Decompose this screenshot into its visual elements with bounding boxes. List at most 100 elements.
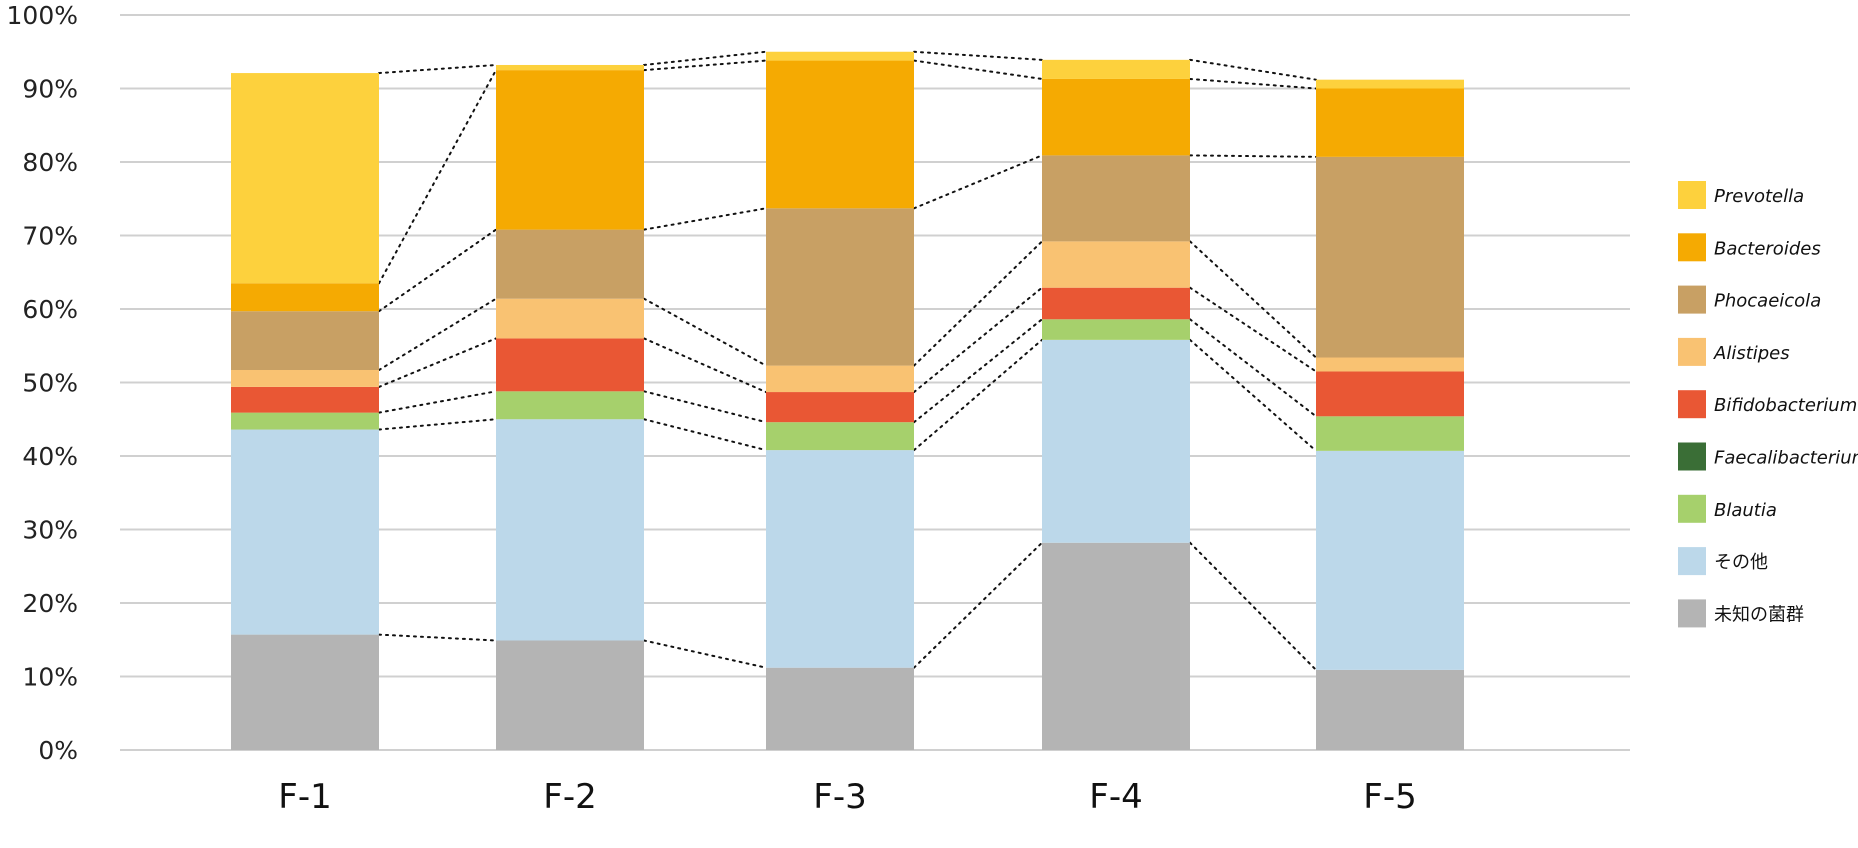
connector-line-Bacteroides-3	[1189, 77, 1317, 90]
y-tick-label: 70%	[22, 222, 78, 251]
connector-line-Bifidobacterium-0	[378, 337, 497, 388]
bar-segment-F-1-Blautia	[231, 412, 379, 430]
bar-segment-F-2-Blautia	[496, 391, 644, 420]
y-tick-label: 30%	[22, 516, 78, 545]
bar-segment-F-1-未知の菌群	[231, 634, 379, 750]
bar-segment-F-3-Alistipes	[766, 365, 914, 393]
y-tick-label: 80%	[22, 148, 78, 177]
y-tick-label: 10%	[22, 663, 78, 692]
legend-label: Phocaeicola	[1714, 291, 1821, 312]
connector-line-Bacteroides-2	[913, 59, 1043, 80]
bar-segment-F-5-Phocaeicola	[1316, 156, 1464, 358]
bar-segment-F-3-Blautia	[766, 422, 914, 451]
y-tick-label: 40%	[22, 442, 78, 471]
connector-line-Blautia-3	[1189, 318, 1317, 418]
legend-label: Bacteroides	[1714, 238, 1821, 259]
legend-swatch	[1678, 390, 1706, 419]
bar-segment-F-4-その他	[1042, 339, 1190, 543]
bar-segment-F-2-Prevotella	[496, 64, 644, 71]
bar-segment-F-1-Bacteroides	[231, 283, 379, 312]
connector-line-Phocaeicola-3	[1189, 154, 1317, 158]
bar-segment-F-4-Prevotella	[1042, 59, 1190, 79]
bar-segment-F-5-Bifidobacterium	[1316, 371, 1464, 417]
bar-segment-F-5-未知の菌群	[1316, 669, 1464, 750]
y-axis-ticks: 0% 10% 20% 30% 40% 50% 60% 70% 80% 90% 100%	[7, 1, 78, 765]
bar-segment-F-1-Bifidobacterium	[231, 386, 379, 413]
legend-swatch	[1678, 181, 1706, 209]
y-tick-label: 100%	[7, 1, 78, 30]
connector-line-Bacteroides-0	[378, 69, 497, 285]
bar-segment-F-2-Bacteroides	[496, 70, 644, 230]
connector-line-Prevotella-0	[378, 63, 497, 75]
bar-segment-F-4-Blautia	[1042, 319, 1190, 340]
y-tick-label: 0%	[38, 736, 78, 765]
legend-label: Alistipes	[1713, 343, 1790, 364]
y-tick-label: 90%	[22, 75, 78, 104]
legend-swatch	[1678, 547, 1706, 576]
bar-segment-F-1-その他	[231, 429, 379, 635]
connector-line-Phocaeicola-0	[378, 228, 497, 313]
connector-line-Alistipes-0	[378, 297, 497, 372]
connector-lines	[378, 50, 1317, 671]
bar-segment-F-1-Phocaeicola	[231, 311, 379, 371]
bar-segment-F-4-Alistipes	[1042, 241, 1190, 288]
legend-swatch	[1678, 442, 1706, 471]
x-axis-ticks: F-1 F-2 F-3 F-4 F-5	[278, 777, 1416, 817]
connector-line-Bifidobacterium-3	[1189, 286, 1317, 373]
bar-segment-F-3-未知の菌群	[766, 667, 914, 750]
y-tick-label: 20%	[22, 589, 78, 618]
x-tick-label: F-2	[543, 777, 596, 817]
bar-segment-F-4-Bacteroides	[1042, 78, 1190, 156]
connector-line-Alistipes-2	[913, 240, 1043, 367]
bar-segment-F-3-Bifidobacterium	[766, 392, 914, 423]
legend-label: Faecalibacterium	[1714, 448, 1858, 469]
connector-line-Alistipes-1	[643, 297, 767, 367]
connector-line-Alistipes-3	[1189, 240, 1317, 359]
x-tick-label: F-5	[1363, 777, 1416, 817]
bar-segment-F-5-Bacteroides	[1316, 88, 1464, 157]
bar-segment-F-5-Alistipes	[1316, 357, 1464, 372]
legend-swatch	[1678, 599, 1706, 628]
x-tick-label: F-1	[278, 777, 331, 817]
connector-line-未知の菌群-2	[913, 541, 1043, 669]
legend-label: その他	[1714, 552, 1768, 573]
connector-line-Bacteroides-1	[643, 59, 767, 72]
connector-line-Bifidobacterium-2	[913, 286, 1043, 394]
y-tick-label: 60%	[22, 295, 78, 324]
bar-segment-F-2-Phocaeicola	[496, 229, 644, 299]
bar-segment-F-4-未知の菌群	[1042, 542, 1190, 750]
bar-segment-F-1-Prevotella	[231, 73, 379, 284]
legend-label: 未知の菌群	[1714, 604, 1804, 625]
legend-swatch	[1678, 233, 1706, 262]
bar-segment-F-3-Prevotella	[766, 51, 914, 61]
connector-line-Phocaeicola-1	[643, 207, 767, 231]
bar-segment-F-5-その他	[1316, 450, 1464, 670]
bar-segment-F-3-Bacteroides	[766, 60, 914, 209]
connector-line-Prevotella-2	[913, 50, 1043, 61]
connector-line-その他-0	[378, 418, 497, 431]
bar-segment-F-2-その他	[496, 419, 644, 641]
x-tick-label: F-3	[813, 777, 866, 817]
bar-segment-F-1-Alistipes	[231, 370, 379, 387]
legend-label: Bifidobacterium	[1714, 395, 1857, 416]
bar-segment-F-2-未知の菌群	[496, 640, 644, 750]
legend-swatch	[1678, 494, 1706, 523]
legend: Prevotella Bacteroides Phocaeicola Alistipe…	[1678, 181, 1858, 628]
connector-line-未知の菌群-0	[378, 633, 497, 642]
bar-segment-F-4-Phocaeicola	[1042, 155, 1190, 242]
connector-line-その他-2	[913, 338, 1043, 452]
legend-label: Prevotella	[1714, 186, 1804, 207]
bar-segment-F-5-Prevotella	[1316, 79, 1464, 89]
legend-swatch	[1678, 337, 1706, 366]
bars	[231, 51, 1464, 750]
connector-line-Prevotella-1	[643, 50, 767, 66]
connector-line-Prevotella-3	[1189, 58, 1317, 81]
connector-line-Bifidobacterium-1	[643, 337, 767, 394]
connector-line-Phocaeicola-2	[913, 154, 1043, 210]
connector-line-Blautia-1	[643, 390, 767, 424]
y-tick-label: 50%	[22, 369, 78, 398]
connector-line-未知の菌群-3	[1189, 541, 1317, 671]
connector-line-未知の菌群-1	[643, 639, 767, 669]
